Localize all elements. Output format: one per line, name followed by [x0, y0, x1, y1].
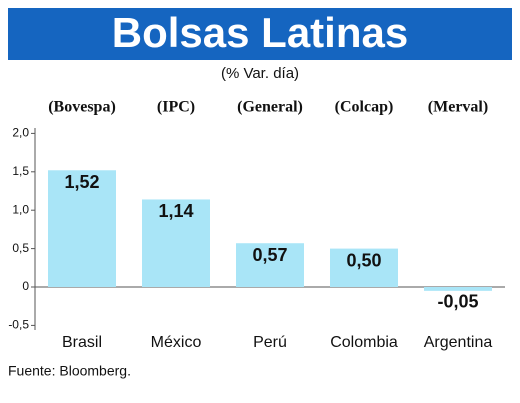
index-label: (Merval)	[428, 99, 488, 116]
index-label: (Bovespa)	[48, 99, 116, 116]
value-label: 0,57	[252, 245, 287, 265]
index-label: (IPC)	[157, 99, 195, 116]
chart-subtitle: (% Var. día)	[221, 65, 299, 82]
x-tick-label: Argentina	[424, 334, 493, 351]
y-tick-label: 2,0	[12, 126, 29, 140]
title-banner	[8, 8, 512, 60]
value-label: 1,52	[64, 172, 99, 192]
x-tick-label: Perú	[253, 334, 287, 351]
bar	[424, 287, 492, 291]
bar	[48, 170, 116, 287]
source: Fuente: Bloomberg.	[8, 363, 131, 379]
bar	[330, 248, 398, 287]
index-label: (Colcap)	[335, 99, 394, 116]
y-tick-label: 1,5	[12, 164, 29, 178]
chart-title: Bolsas Latinas	[112, 9, 408, 56]
y-tick-label: 0,5	[12, 241, 29, 255]
value-label: 1,14	[158, 201, 193, 221]
y-tick-label: -0,5	[8, 318, 29, 332]
bar	[142, 199, 210, 287]
y-tick-label: 1,0	[12, 202, 29, 216]
x-tick-label: México	[151, 334, 202, 351]
bar	[236, 243, 304, 287]
value-label: 0,50	[346, 250, 381, 270]
index-label: (General)	[237, 99, 303, 116]
x-tick-label: Colombia	[330, 334, 398, 351]
y-tick-label: 0	[22, 279, 29, 293]
x-tick-label: Brasil	[62, 334, 102, 351]
value-label: -0,05	[437, 292, 478, 312]
